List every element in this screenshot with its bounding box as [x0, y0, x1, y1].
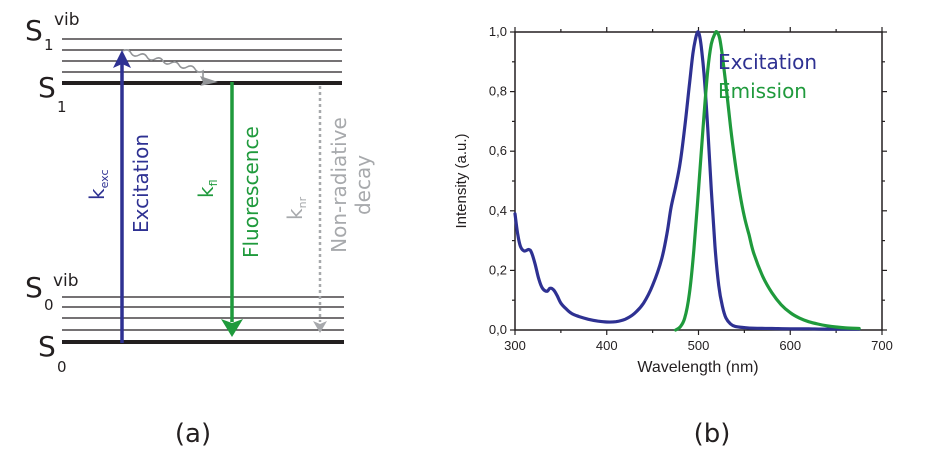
series-line-excitation: [513, 30, 861, 331]
x-tick-label: 600: [779, 338, 801, 353]
y-tick-label: 0,4: [489, 203, 507, 218]
s1-vibrational-levels: [62, 38, 342, 73]
y-tick-label: 0,2: [489, 262, 507, 277]
series-line-emission: [674, 30, 861, 332]
excitation-arrow: [113, 50, 131, 343]
s1-label: S: [38, 71, 56, 104]
fluorescence-rate-label: kfl: [194, 179, 220, 198]
x-tick-label: 400: [596, 338, 618, 353]
k-fl-symbol: k: [194, 186, 218, 198]
k-exc-subscript: exc: [98, 169, 111, 188]
series-layer: [513, 30, 861, 332]
panel-b-caption: (b): [694, 419, 731, 449]
legend-entry-emission: Emission: [718, 79, 807, 103]
s1-vib-superscript: vib: [54, 10, 80, 30]
y-tick-label: 0,6: [489, 143, 507, 158]
s0-subscript: 0: [57, 358, 67, 376]
svg-text:kfl: kfl: [194, 179, 220, 198]
svg-text:kexc: kexc: [85, 169, 111, 200]
nonradiative-label-line2: decay: [351, 155, 375, 215]
fluorescence-arrow-head: [221, 319, 243, 337]
s1-vib-subscript: 1: [44, 36, 54, 54]
fluorescence-label: Fluorescence: [239, 126, 263, 258]
s0-vibrational-levels: [62, 296, 344, 331]
y-axis: 0,0 0,2 0,4 0,6 0,8 1,0: [489, 24, 887, 337]
y-tick-label: 0,8: [489, 84, 507, 99]
fluorescence-arrow: [221, 82, 243, 337]
y-tick-label: 0,0: [489, 322, 507, 337]
k-nr-symbol: k: [283, 208, 307, 220]
y-axis-title: Intensity (a.u.): [453, 133, 470, 228]
excitation-rate-label: kexc: [85, 169, 111, 200]
s1-subscript: 1: [57, 98, 67, 116]
x-axis: 300 400 500 600 700: [504, 27, 893, 353]
excitation-arrow-head: [113, 50, 131, 68]
vibrational-relaxation-arrow: [122, 49, 218, 86]
excitation-label: Excitation: [129, 134, 153, 233]
s0-vib-superscript: vib: [53, 271, 79, 291]
k-nr-subscript: nr: [296, 196, 309, 208]
nonradiative-label: Non-radiative decay: [327, 117, 375, 253]
relaxation-arrow-head: [200, 76, 218, 86]
nonradiative-rate-label: knr: [283, 196, 309, 220]
spectra-chart: 300 400 500 600 700 0,0 0,2 0,4 0,6 0,8 1,0 Wavel…: [453, 24, 893, 449]
nonradiative-decay-arrow: [313, 86, 327, 333]
k-exc-symbol: k: [85, 188, 109, 200]
svg-text:knr: knr: [283, 196, 309, 220]
wavy-line-icon: [122, 49, 204, 80]
x-axis-title: Wavelength (nm): [637, 359, 758, 376]
s0-vib-label: S: [25, 271, 43, 304]
s1-vib-label: S: [25, 14, 43, 47]
legend: Excitation Emission: [718, 50, 817, 103]
k-fl-subscript: fl: [207, 179, 220, 186]
x-tick-label: 300: [504, 338, 526, 353]
y-tick-label: 1,0: [489, 24, 507, 39]
x-tick-label: 500: [688, 338, 710, 353]
x-tick-label: 700: [871, 338, 893, 353]
nonradiative-label-line1: Non-radiative: [327, 117, 351, 253]
s0-vib-subscript: 0: [44, 296, 54, 314]
panel-a-caption: (a): [175, 419, 211, 449]
nonradiative-arrow-head: [313, 321, 327, 333]
jablonski-diagram: S 1 vib S 1 S 0 vib S 0 kexc Excitation: [25, 10, 375, 449]
s0-label: S: [38, 330, 56, 363]
legend-entry-excitation: Excitation: [718, 50, 817, 74]
